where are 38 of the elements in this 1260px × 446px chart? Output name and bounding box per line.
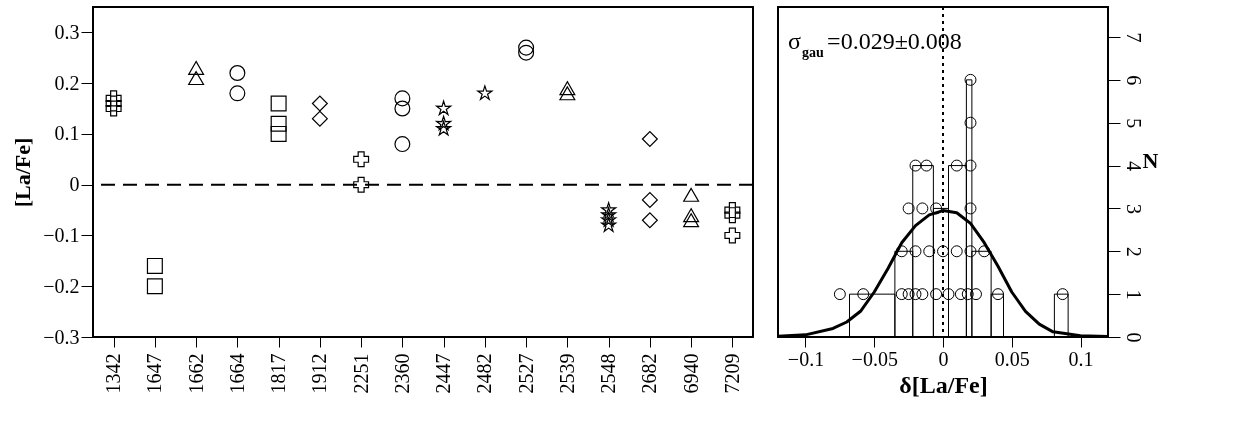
x-tick-label: −0.05 <box>851 347 898 370</box>
y-tick-label: 7 <box>1122 32 1145 43</box>
y-tick-label: 0 <box>1122 332 1145 343</box>
x-tick-label: 1662 <box>184 353 207 394</box>
y-tick-label: 6 <box>1122 75 1145 86</box>
x-tick-label: 1342 <box>102 353 125 394</box>
y-tick-label: −0.1 <box>43 223 80 246</box>
x-tick-label: 6940 <box>679 353 702 394</box>
y-axis-title: [La/Fe] <box>10 137 36 208</box>
x-tick-label: 1817 <box>267 353 290 394</box>
y-tick-label: 2 <box>1122 246 1145 257</box>
x-tick-label: 2548 <box>597 353 620 394</box>
x-tick-label: 0.05 <box>994 347 1030 370</box>
x-tick-label: −0.1 <box>787 347 825 370</box>
x-tick-label: 2482 <box>473 353 496 394</box>
x-tick-label: 2539 <box>555 353 578 394</box>
x-tick-label: 1912 <box>308 353 331 394</box>
x-tick-label: 7209 <box>720 353 743 394</box>
x-tick-label: 2360 <box>390 353 413 394</box>
x-axis-title: δ[La/Fe] <box>899 371 988 398</box>
y-tick-label: 5 <box>1122 118 1145 129</box>
x-tick-label: 1664 <box>225 353 248 394</box>
y-tick-label: 3 <box>1122 203 1145 214</box>
y-tick-label: 0.3 <box>54 20 80 43</box>
x-tick-label: 0 <box>938 347 949 370</box>
x-tick-label: 2527 <box>514 353 537 394</box>
x-tick-label: 0.1 <box>1068 347 1094 370</box>
y-tick-label: 1 <box>1122 289 1145 300</box>
x-tick-label: 2682 <box>638 353 661 394</box>
x-tick-label: 1647 <box>143 353 166 394</box>
x-tick-label: 2251 <box>349 353 372 394</box>
y-tick-label: −0.3 <box>43 325 80 348</box>
y-tick-label: −0.2 <box>43 274 80 297</box>
x-tick-label: 2447 <box>432 353 455 394</box>
y-axis-title: N <box>1142 147 1159 173</box>
y-tick-label: 0 <box>69 173 80 196</box>
y-tick-label: 0.2 <box>54 71 80 94</box>
y-tick-label: 0.1 <box>54 122 80 145</box>
